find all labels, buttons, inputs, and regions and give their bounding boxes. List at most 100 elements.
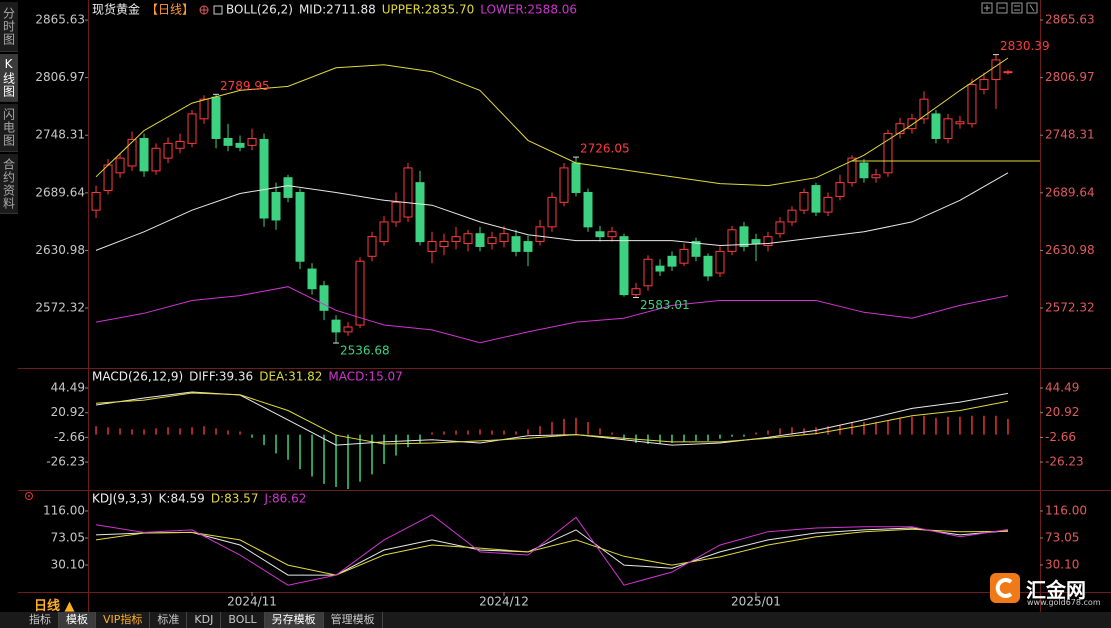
candle-body bbox=[415, 182, 425, 243]
candle-body bbox=[175, 140, 185, 149]
y-tick-label: 20.92 bbox=[1045, 405, 1079, 419]
candle-body bbox=[799, 191, 809, 211]
x-tick-label: 2024/12 bbox=[479, 595, 529, 609]
candle-body bbox=[403, 167, 413, 218]
candle-body bbox=[643, 258, 653, 287]
candle-body bbox=[211, 96, 221, 139]
candle-body bbox=[931, 113, 941, 139]
candle-body bbox=[871, 174, 881, 179]
candle-body bbox=[223, 137, 233, 146]
y-tick-label: 2806.97 bbox=[35, 70, 85, 84]
candle-body bbox=[655, 265, 665, 272]
candle-body bbox=[991, 59, 1001, 81]
period-label: 【日线】 bbox=[146, 3, 194, 17]
candle-body bbox=[679, 248, 689, 264]
y-tick-label: -2.66 bbox=[1045, 430, 1076, 444]
logo-glyph bbox=[995, 578, 1013, 598]
y-tick-label: 2689.64 bbox=[1045, 185, 1095, 199]
candle-body bbox=[139, 137, 149, 172]
indicator-line bbox=[95, 57, 1009, 187]
tab[interactable]: 模板 bbox=[59, 612, 96, 628]
candle-body bbox=[463, 233, 473, 245]
indicator-line bbox=[95, 286, 1009, 344]
tab[interactable]: 指标 bbox=[22, 612, 59, 628]
candle-body bbox=[919, 98, 929, 120]
candle-body bbox=[355, 260, 365, 326]
y-tick-label: 2572.32 bbox=[35, 301, 85, 315]
candle-body bbox=[439, 241, 449, 247]
y-tick-label: 116.00 bbox=[1045, 503, 1087, 517]
y-tick-label: 73.05 bbox=[1045, 531, 1079, 545]
candle-body bbox=[295, 191, 305, 262]
candle-body bbox=[103, 164, 113, 192]
candle-body bbox=[751, 239, 761, 245]
candle-body bbox=[715, 250, 725, 274]
y-tick-label: 20.92 bbox=[51, 405, 85, 419]
candle-body bbox=[235, 142, 245, 148]
candle-body bbox=[907, 118, 917, 130]
candle-body bbox=[823, 196, 833, 213]
sidebar-button[interactable]: 合约资料 bbox=[0, 154, 18, 214]
candle-body bbox=[1003, 71, 1013, 74]
x-tick-label: 2025/01 bbox=[731, 595, 781, 609]
candle-body bbox=[967, 83, 977, 125]
window-icons[interactable] bbox=[981, 2, 1038, 14]
candle-body bbox=[691, 241, 701, 257]
y-tick-label: 2865.63 bbox=[35, 13, 85, 27]
candle-body bbox=[331, 319, 341, 333]
candle-body bbox=[739, 226, 749, 247]
candle-body bbox=[451, 236, 461, 243]
y-tick-label: 2748.31 bbox=[35, 128, 85, 142]
candle-body bbox=[379, 221, 389, 243]
period-selector[interactable]: 日线 ▲ bbox=[34, 599, 75, 614]
indicator-line bbox=[95, 514, 1009, 586]
y-tick-label: 2748.31 bbox=[1045, 128, 1095, 142]
candle-body bbox=[763, 236, 773, 247]
y-tick-label: 44.49 bbox=[1045, 381, 1079, 395]
legend-entry: J:86.62 bbox=[263, 492, 306, 506]
panel-title: 现货黄金 bbox=[92, 2, 140, 17]
candle-body bbox=[487, 237, 497, 245]
panel-icon[interactable] bbox=[25, 492, 33, 500]
candle-body bbox=[271, 191, 281, 221]
y-tick-label: 2630.98 bbox=[1045, 243, 1095, 257]
candle-body bbox=[775, 221, 785, 235]
indicator-line bbox=[95, 172, 1009, 251]
candle-body bbox=[667, 255, 677, 267]
candle-body bbox=[307, 268, 317, 290]
sidebar-button[interactable]: K线图 bbox=[0, 54, 18, 102]
legend-entry: DEA:31.82 bbox=[259, 370, 322, 384]
y-tick-label: 44.49 bbox=[51, 381, 85, 395]
candle-body bbox=[367, 236, 377, 257]
candle-body bbox=[859, 162, 869, 179]
candle-body bbox=[523, 241, 533, 252]
candle-body bbox=[895, 123, 905, 135]
indicator-line bbox=[95, 527, 1009, 576]
legend-entry: LOWER:2588.06 bbox=[480, 3, 577, 17]
sidebar-button[interactable]: 分时图 bbox=[0, 2, 18, 52]
indicator-line bbox=[95, 528, 1009, 576]
candle-body bbox=[955, 121, 965, 125]
sidebar-button[interactable]: 闪电图 bbox=[0, 104, 18, 152]
candle-body bbox=[571, 162, 581, 193]
tab-bar: 指标 模板 VIP指标 标准 KDJ BOLL 另存模板 管理模板 bbox=[0, 612, 1111, 628]
tab[interactable]: VIP指标 bbox=[96, 612, 151, 628]
candle-body bbox=[619, 236, 629, 296]
y-tick-label: -26.23 bbox=[1045, 455, 1084, 469]
tab[interactable]: 管理模板 bbox=[324, 612, 383, 628]
candle-body bbox=[115, 157, 125, 174]
candle-body bbox=[835, 182, 845, 197]
legend-entry: DIFF:39.36 bbox=[189, 370, 253, 384]
candle-body bbox=[847, 157, 857, 184]
y-tick-label: 2630.98 bbox=[35, 243, 85, 257]
tab[interactable]: 另存模板 bbox=[264, 612, 324, 628]
tab[interactable]: BOLL bbox=[221, 612, 265, 628]
tab[interactable]: KDJ bbox=[187, 612, 222, 628]
y-tick-label: 30.10 bbox=[1045, 558, 1079, 572]
logo-name: 汇金网 bbox=[1026, 578, 1086, 602]
logo-icon bbox=[990, 573, 1020, 603]
candle-body bbox=[607, 231, 617, 238]
candle-body bbox=[535, 226, 545, 243]
tab[interactable]: 标准 bbox=[150, 612, 188, 628]
